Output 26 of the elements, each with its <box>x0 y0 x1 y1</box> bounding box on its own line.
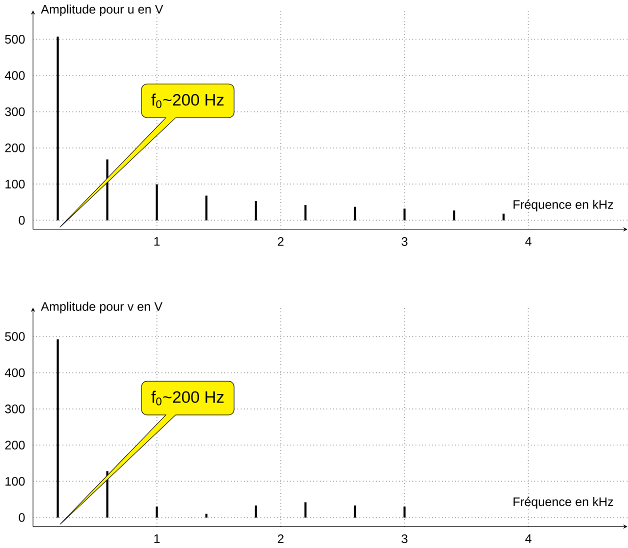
y-tick-label: 0 <box>18 513 25 522</box>
y-tick-label: 400 <box>4 368 25 378</box>
y-tick-label: 200 <box>5 144 25 152</box>
y-axis-title: Amplitude pour v en V <box>40 302 162 314</box>
y-tick-label: 300 <box>5 404 25 414</box>
y-tick-label: 500 <box>5 332 25 342</box>
annotation: f$_{0}$~200 Hz <box>151 94 224 108</box>
y-tick-label: 500 <box>5 35 25 44</box>
x-tick-label: 4 <box>525 237 532 246</box>
x-tick-label: 4 <box>525 534 532 544</box>
x-tick-label: 3 <box>402 237 408 246</box>
x-tick-label: 1 <box>154 534 160 544</box>
annotation: f$_{0}$~200 Hz <box>151 390 224 406</box>
y-tick-label: 200 <box>5 440 25 450</box>
y-tick-label: 400 <box>4 71 25 80</box>
x-tick-label: 1 <box>154 237 160 246</box>
x-axis-title: Fréquence en kHz <box>514 497 614 509</box>
x-axis-title: Fréquence en kHz <box>514 200 614 212</box>
x-tick-label: 3 <box>402 534 408 544</box>
y-tick-label: 300 <box>5 107 25 116</box>
x-tick-label: 2 <box>278 534 284 544</box>
y-tick-label: 0 <box>18 216 25 225</box>
x-tick-label: 2 <box>278 237 284 246</box>
y-axis-title: Amplitude pour u en V <box>40 4 164 16</box>
y-tick-label: 100 <box>6 180 25 189</box>
y-tick-label: 100 <box>6 477 25 486</box>
